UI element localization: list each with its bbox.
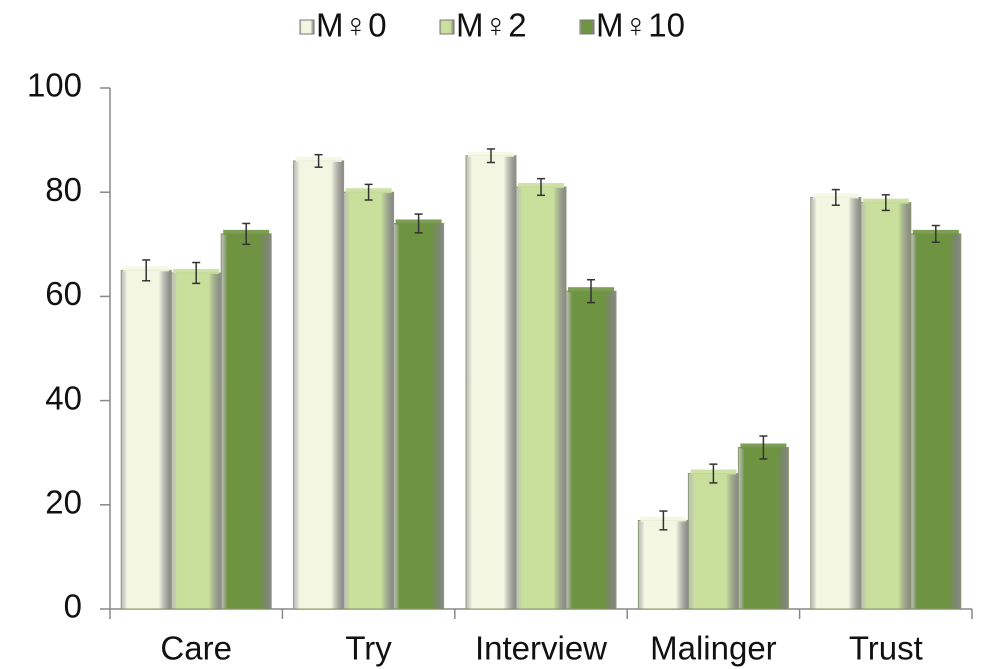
error-bar — [759, 435, 768, 460]
error-bar — [537, 177, 545, 197]
legend-swatch — [579, 19, 595, 35]
error-bar — [587, 278, 595, 304]
y-tick-label: 0 — [64, 588, 82, 625]
bar — [810, 196, 862, 610]
legend-swatch — [439, 19, 455, 35]
bar — [220, 233, 272, 610]
legend-label: M♀0 — [316, 7, 387, 44]
bar — [293, 160, 345, 610]
bar — [860, 202, 912, 610]
error-bar — [931, 224, 940, 243]
error-bar — [709, 463, 718, 484]
x-tick-label: Interview — [475, 630, 607, 667]
bar — [170, 272, 222, 610]
error-bar — [364, 183, 373, 201]
error-bar — [881, 194, 890, 212]
bar — [393, 222, 445, 610]
y-tick-label: 40 — [45, 379, 82, 416]
bar — [565, 290, 617, 610]
error-bar — [242, 222, 251, 246]
x-tick-label: Trust — [849, 630, 923, 667]
bar — [910, 233, 962, 610]
legend-label: M♀10 — [596, 7, 685, 44]
bar — [687, 473, 739, 610]
error-bar — [831, 188, 840, 206]
bar — [737, 446, 789, 610]
error-bar — [192, 261, 201, 285]
error-bar — [659, 510, 668, 531]
bar — [637, 519, 689, 610]
error-bar — [314, 153, 323, 168]
error-bar — [487, 148, 495, 164]
bar — [515, 186, 567, 610]
bar — [465, 155, 517, 610]
y-tick-label: 20 — [45, 484, 82, 521]
y-tick-label: 60 — [45, 275, 82, 312]
x-tick-label: Care — [160, 630, 232, 667]
error-bar — [414, 213, 423, 234]
bar — [120, 269, 172, 610]
legend-swatch — [299, 19, 315, 35]
error-bar — [142, 259, 151, 282]
x-tick-label: Try — [345, 630, 392, 667]
bar — [343, 191, 395, 610]
y-tick-label: 100 — [27, 67, 82, 104]
y-tick-label: 80 — [45, 171, 82, 208]
x-tick-label: Malinger — [650, 630, 777, 667]
legend-label: M♀2 — [456, 7, 527, 44]
